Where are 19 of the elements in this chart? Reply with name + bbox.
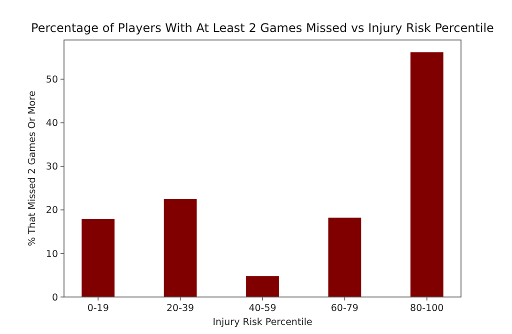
chart-title: Percentage of Players With At Least 2 Games Missed vs Injury Risk Percentile (31, 21, 494, 35)
bar (410, 52, 444, 297)
bar (328, 218, 362, 297)
x-tick-label: 60-79 (330, 303, 358, 314)
y-tick-label: 0 (52, 292, 58, 304)
bar (82, 219, 115, 297)
y-tick-label: 50 (46, 74, 58, 86)
y-tick-label: 20 (46, 205, 58, 216)
y-tick-label: 10 (46, 248, 58, 260)
x-tick-label: 20-39 (166, 303, 194, 314)
x-tick-label: 0-19 (87, 303, 109, 314)
x-axis-title: Injury Risk Percentile (212, 317, 312, 328)
y-axis-title: % That Missed 2 Games Or More (27, 90, 38, 246)
x-tick-label: 40-59 (248, 303, 276, 314)
y-tick-label: 40 (46, 118, 58, 130)
x-tick-label: 80-100 (410, 303, 444, 314)
bar (246, 276, 279, 297)
y-tick-label: 30 (46, 162, 58, 173)
bar (164, 198, 197, 297)
